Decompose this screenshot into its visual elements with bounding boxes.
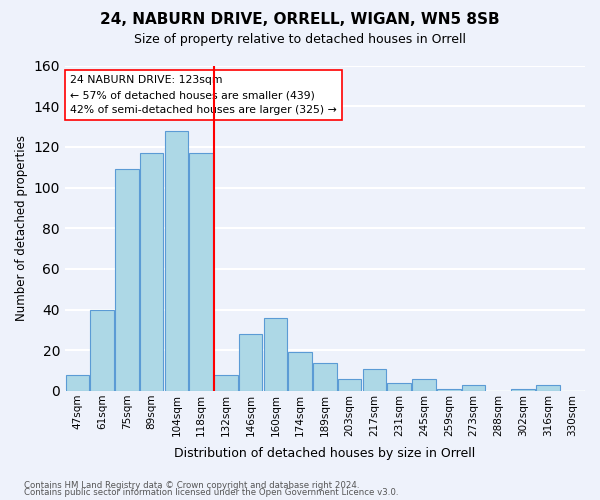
Y-axis label: Number of detached properties: Number of detached properties — [15, 135, 28, 321]
Bar — [263, 318, 287, 391]
Text: Contains HM Land Registry data © Crown copyright and database right 2024.: Contains HM Land Registry data © Crown c… — [24, 480, 359, 490]
Bar — [511, 389, 535, 391]
Bar — [536, 385, 560, 391]
Bar — [140, 153, 163, 391]
Bar — [462, 385, 485, 391]
Bar — [363, 368, 386, 391]
Bar — [437, 389, 461, 391]
X-axis label: Distribution of detached houses by size in Orrell: Distribution of detached houses by size … — [175, 447, 476, 460]
Text: Contains public sector information licensed under the Open Government Licence v3: Contains public sector information licen… — [24, 488, 398, 497]
Bar — [115, 169, 139, 391]
Bar — [164, 130, 188, 391]
Text: Size of property relative to detached houses in Orrell: Size of property relative to detached ho… — [134, 32, 466, 46]
Bar — [412, 379, 436, 391]
Text: 24, NABURN DRIVE, ORRELL, WIGAN, WN5 8SB: 24, NABURN DRIVE, ORRELL, WIGAN, WN5 8SB — [100, 12, 500, 28]
Bar — [190, 153, 213, 391]
Bar — [289, 352, 312, 391]
Bar — [338, 379, 361, 391]
Bar — [239, 334, 262, 391]
Bar — [313, 362, 337, 391]
Bar — [214, 374, 238, 391]
Bar — [388, 383, 411, 391]
Bar — [91, 310, 114, 391]
Bar — [65, 374, 89, 391]
Text: 24 NABURN DRIVE: 123sqm
← 57% of detached houses are smaller (439)
42% of semi-d: 24 NABURN DRIVE: 123sqm ← 57% of detache… — [70, 76, 337, 115]
